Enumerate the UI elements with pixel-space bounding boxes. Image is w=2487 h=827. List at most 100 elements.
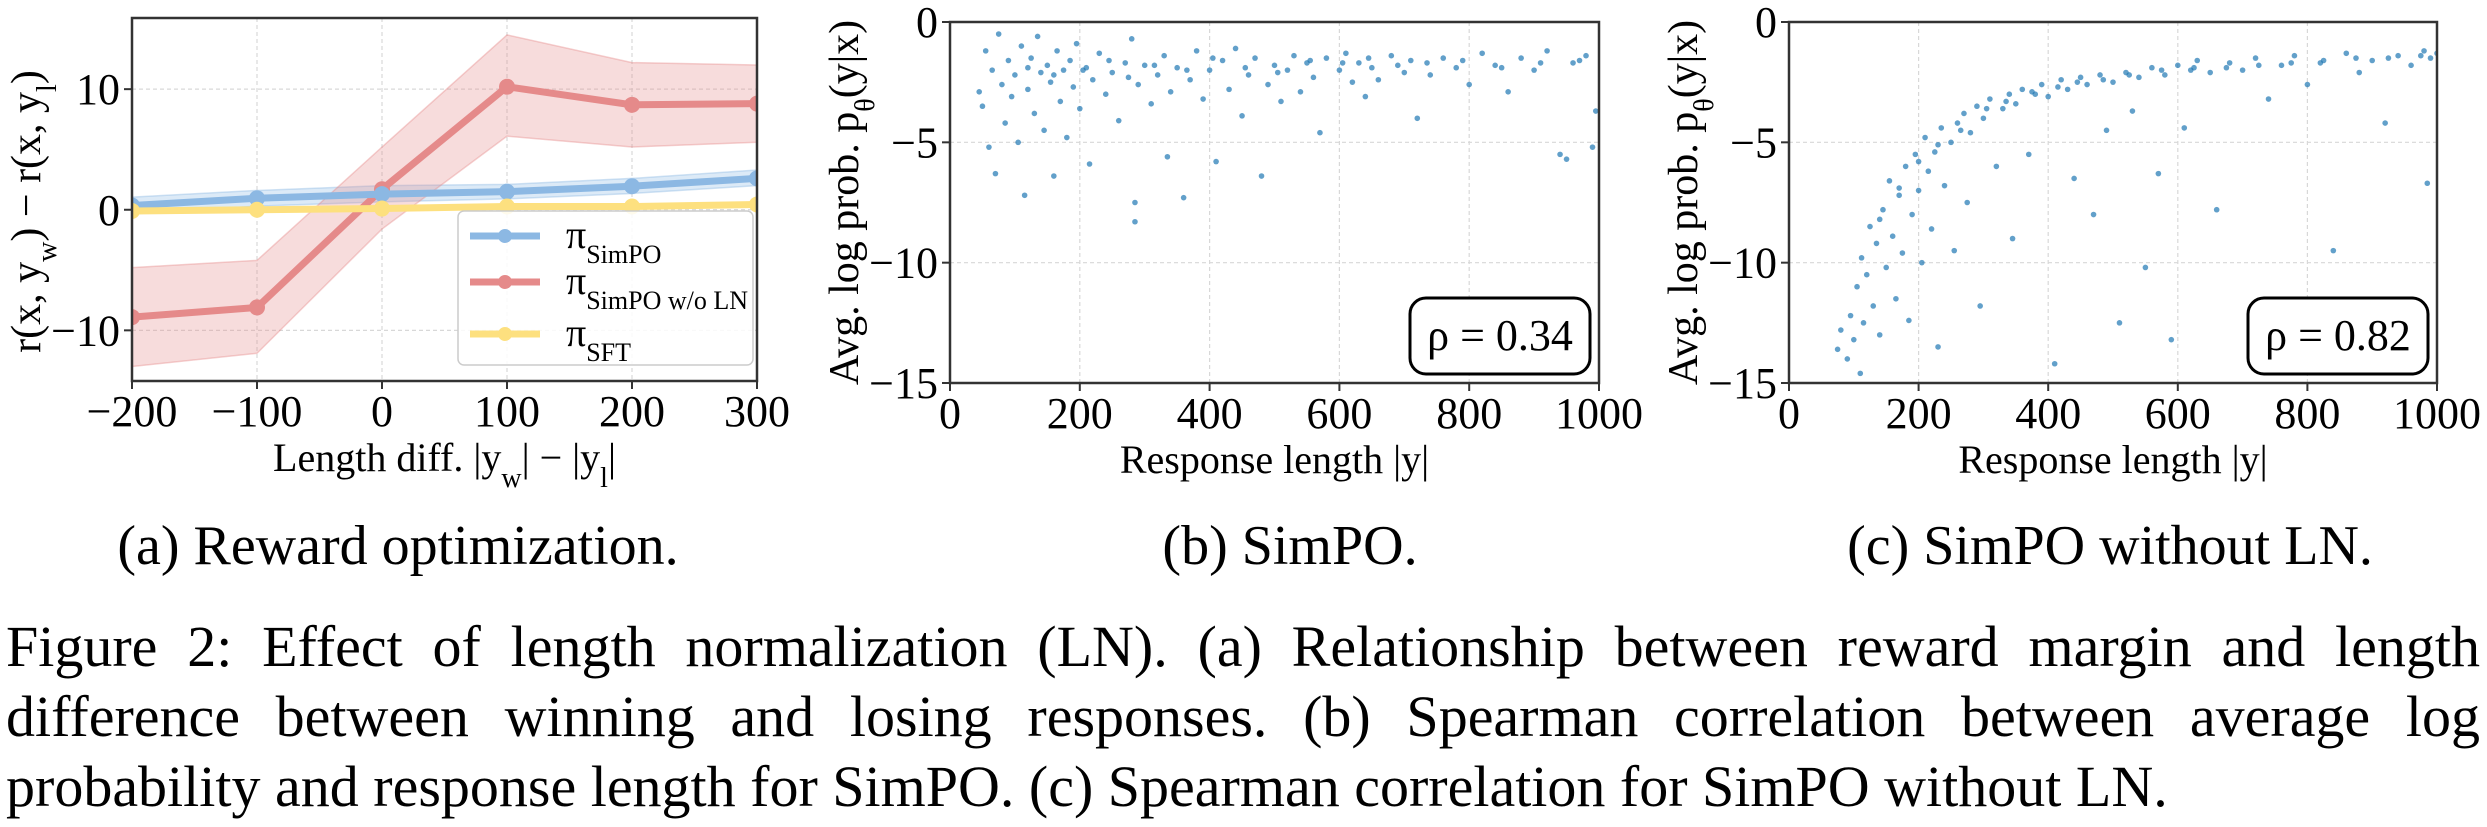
legend-marker [498,275,512,289]
scatter-point [1252,55,1258,61]
scatter-point [1876,332,1883,338]
scatter-point [2077,74,2084,81]
data-point [749,95,757,112]
scatter-point [1051,72,1057,78]
scatter-point [1896,185,1902,191]
scatter-point [1576,57,1583,64]
scatter-point [1242,64,1249,71]
scatter-point [1857,370,1864,377]
data-point [749,196,757,213]
scatter-point [1957,127,1964,134]
scatter-point [1219,57,1226,64]
scatter-point [2045,93,2051,100]
scatter-point [1589,144,1596,150]
scatter-point [2256,62,2262,69]
y-tick-label: −10 [869,239,938,288]
scatter-point [1424,60,1430,66]
scatter-point [2252,55,2259,61]
scatter-point [1028,55,1034,61]
scatter-point [1466,81,1472,88]
scatter-point [2006,91,2013,97]
scatter-point [1858,255,1865,261]
scatter-point [999,81,1005,88]
data-point [374,186,390,203]
scatter-point [2395,52,2401,59]
scatter-point [1002,120,1008,126]
series-line [132,83,757,321]
chart-panel-b: ρ = 0.34 0 200 400 600 800 1000 −15 −10 −5 0 Respon… [822,0,1643,482]
scatter-point [2175,62,2181,69]
scatter-point [1038,69,1044,76]
x-tick-label: −200 [87,387,178,436]
scatter-point [1498,64,1505,71]
scatter-point [1054,48,1060,54]
x-tick-label: 200 [599,387,665,436]
scatter-point [2278,62,2285,69]
x-tick-label: 200 [1886,389,1952,438]
scatter-point [2116,320,2123,326]
scatter-point [2058,76,2064,83]
scatter-point [1854,283,1860,290]
y-axis-label: r(x, yw) − r(x, yl) [4,70,63,353]
scatter-point [1583,52,1589,59]
correlation-label: ρ = 0.34 [1427,311,1573,360]
scatter-point [1932,149,1938,155]
scatter-point [1180,194,1187,201]
legend-label: πSimPO w/o LN [566,258,748,315]
scatter-point [1067,57,1073,64]
scatter-point [1886,178,1893,184]
legend-box [457,210,754,366]
scatter-point [1967,129,1974,136]
scatter-point [1210,55,1216,61]
scatter-point [1080,67,1086,73]
scatter-point [1057,98,1064,105]
scatter-point [1184,67,1190,73]
scatter-point [2029,88,2035,95]
scatter-point [1154,72,1161,78]
scatter-point [1041,127,1047,134]
correlation-label: ρ = 0.82 [2265,311,2411,360]
scatter-point [1064,134,1070,141]
scatter-point [2025,151,2032,158]
scatter-point [1876,216,1883,223]
scatter-point [1365,55,1372,61]
scatter-point [1414,115,1421,122]
scatter-point [1115,117,1122,124]
scatter-point [1034,33,1041,40]
x-axis-label: Length diff. |yw| − |yl| [273,435,616,494]
scatter-point [976,88,983,95]
scatter-point [1867,223,1873,230]
y-tick-label: −5 [1730,118,1777,167]
scatter-point [1102,91,1109,97]
plot-area [976,31,1599,225]
scatter-point [1206,67,1213,73]
scatter-point [1570,60,1576,66]
scatter-point [2126,72,2132,78]
scatter-point [2129,108,2136,114]
scatter-point [2291,52,2298,59]
scatter-point [1271,62,1278,69]
scatter-point [2385,55,2392,61]
scatter-point [1834,346,1841,353]
scatter-point [2320,57,2327,64]
x-tick-label: 200 [1047,389,1113,438]
scatter-point [1274,69,1281,76]
scatter-point [2239,67,2246,73]
scatter-point [995,31,1002,37]
x-tick-label: 400 [2015,389,2081,438]
scatter-point [1025,64,1031,71]
scatter-point [1356,60,1362,66]
plot-area [1834,48,2437,377]
scatter-point [2019,86,2026,93]
data-point [624,178,640,195]
scatter-point [1339,60,1346,66]
scatter-point [2158,67,2165,73]
scatter-point [1974,103,1980,110]
scatter-point [2418,52,2424,59]
x-tick-label: 600 [2145,389,2211,438]
subcaption-b: (b) SimPO. [1162,515,1418,577]
series-line [132,200,757,215]
scatter-point [1141,62,1148,69]
